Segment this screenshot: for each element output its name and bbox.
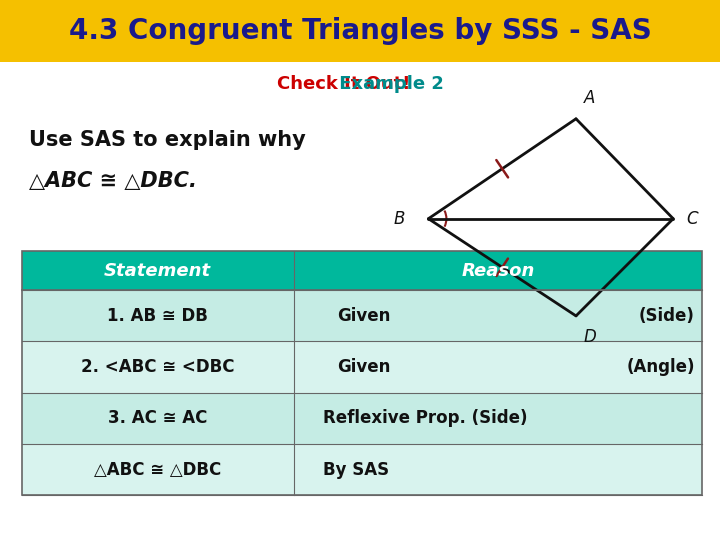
Text: 2. <ABC ≅ <DBC: 2. <ABC ≅ <DBC (81, 358, 235, 376)
Text: 1. AB ≅ DB: 1. AB ≅ DB (107, 307, 208, 325)
Text: Statement: Statement (104, 261, 211, 280)
Text: Given: Given (337, 307, 390, 325)
Text: Reason: Reason (462, 261, 534, 280)
Text: Use SAS to explain why: Use SAS to explain why (29, 130, 305, 151)
Bar (22, 444, 294, 495)
Text: (Side): (Side) (639, 307, 695, 325)
Bar (22, 341, 294, 393)
Text: C: C (686, 210, 698, 228)
Text: A: A (584, 89, 595, 107)
Text: △ABC ≅ △DBC: △ABC ≅ △DBC (94, 461, 221, 478)
Text: 4.3 Congruent Triangles by SSS - SAS: 4.3 Congruent Triangles by SSS - SAS (68, 17, 652, 45)
Bar (0, 0, 720, 62)
Text: Example 2: Example 2 (333, 75, 444, 93)
Bar (22, 251, 702, 290)
Text: Reflexive Prop. (Side): Reflexive Prop. (Side) (323, 409, 527, 427)
Text: By SAS: By SAS (323, 461, 389, 478)
Bar (294, 341, 702, 393)
Text: △ABC ≅ △DBC.: △ABC ≅ △DBC. (29, 171, 197, 191)
Text: (Angle): (Angle) (626, 358, 695, 376)
Text: Given: Given (337, 358, 390, 376)
Text: B: B (393, 210, 405, 228)
Text: D: D (584, 328, 597, 346)
Text: 3. AC ≅ AC: 3. AC ≅ AC (108, 409, 207, 427)
Bar (294, 393, 702, 444)
Text: Check It Out!: Check It Out! (277, 75, 410, 93)
Bar (294, 290, 702, 341)
Bar (294, 444, 702, 495)
Bar (22, 393, 294, 444)
Bar (22, 251, 702, 495)
Bar (22, 290, 294, 341)
